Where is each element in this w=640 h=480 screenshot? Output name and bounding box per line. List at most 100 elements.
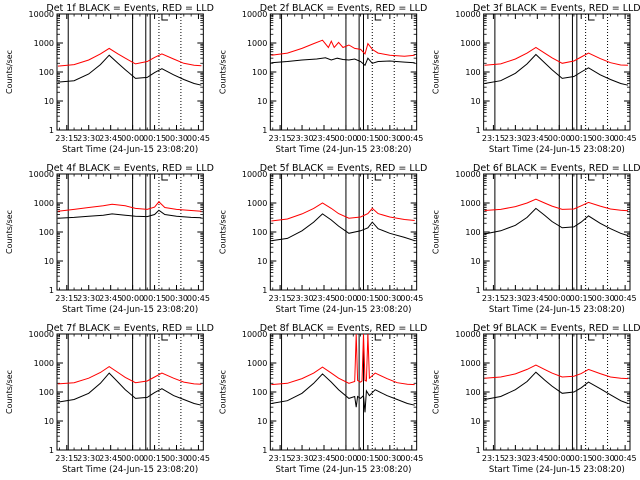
x-tick-label: 00:30 bbox=[378, 134, 401, 143]
x-tick-label: 23:15 bbox=[55, 134, 78, 143]
x-tick-label: 00:15 bbox=[356, 454, 379, 463]
x-tick-label: 00:30 bbox=[165, 454, 188, 463]
y-tick-label: 100 bbox=[465, 228, 480, 237]
x-tick-label: 23:45 bbox=[526, 454, 549, 463]
x-tick-label: 00:45 bbox=[614, 294, 637, 303]
y-tick-label: 1 bbox=[476, 126, 481, 135]
x-tick-label: 00:45 bbox=[187, 454, 210, 463]
panel-det-5: Det 5f BLACK = Events, RED = LLD Counts/s… bbox=[218, 163, 427, 315]
y-tick-label: 10 bbox=[44, 417, 54, 426]
x-tick-label: 00:30 bbox=[592, 454, 615, 463]
y-tick-label: 1000 bbox=[247, 359, 267, 368]
x-tick-label: 23:15 bbox=[269, 134, 292, 143]
y-tick-label: 1000 bbox=[460, 199, 480, 208]
series-line-events bbox=[57, 54, 202, 86]
series-line-lld bbox=[484, 198, 629, 212]
bracket-marker bbox=[588, 334, 595, 341]
x-axis-label: Start Time (24-Jun-15 23:08:20) bbox=[489, 305, 625, 315]
series-line-events bbox=[484, 207, 629, 237]
x-tick-label: 00:45 bbox=[187, 294, 210, 303]
y-tick-label: 10000 bbox=[29, 170, 54, 179]
series-line-events bbox=[57, 372, 202, 406]
y-axis-label: Counts/sec bbox=[5, 370, 14, 414]
series-line-lld bbox=[271, 334, 415, 386]
y-axis-label: Counts/sec bbox=[218, 370, 227, 414]
panel-title: Det 6f BLACK = Events, RED = LLD bbox=[473, 163, 640, 174]
panel-title: Det 7f BLACK = Events, RED = LLD bbox=[46, 323, 214, 334]
y-tick-label: 1 bbox=[49, 286, 54, 295]
x-tick-label: 00:45 bbox=[400, 454, 423, 463]
x-tick-label: 23:30 bbox=[504, 294, 527, 303]
x-tick-label: 00:00 bbox=[121, 454, 144, 463]
x-tick-label: 23:30 bbox=[77, 294, 100, 303]
y-tick-label: 100 bbox=[39, 228, 54, 237]
x-tick-label: 23:15 bbox=[482, 134, 505, 143]
bracket-marker bbox=[588, 14, 595, 21]
y-axis-label: Counts/sec bbox=[432, 370, 441, 414]
y-tick-label: 10 bbox=[470, 417, 480, 426]
series-line-events bbox=[271, 57, 415, 67]
y-axis-label: Counts/sec bbox=[432, 50, 441, 94]
y-tick-label: 10000 bbox=[455, 330, 480, 339]
y-tick-label: 100 bbox=[39, 68, 54, 77]
x-tick-label: 23:15 bbox=[55, 294, 78, 303]
x-tick-label: 23:45 bbox=[99, 134, 122, 143]
y-tick-label: 1000 bbox=[34, 39, 54, 48]
x-tick-label: 00:15 bbox=[143, 294, 166, 303]
panel-det-3: Det 3f BLACK = Events, RED = LLD Counts/s… bbox=[432, 3, 640, 155]
x-axis-label: Start Time (24-Jun-15 23:08:20) bbox=[62, 305, 198, 315]
x-tick-label: 00:00 bbox=[334, 454, 357, 463]
bracket-marker bbox=[374, 174, 382, 181]
x-tick-label: 00:30 bbox=[165, 294, 188, 303]
y-tick-label: 10000 bbox=[29, 10, 54, 19]
y-tick-label: 1 bbox=[49, 446, 54, 455]
x-tick-label: 23:30 bbox=[77, 454, 100, 463]
panel-title: Det 9f BLACK = Events, RED = LLD bbox=[473, 323, 640, 334]
x-tick-label: 23:30 bbox=[291, 294, 314, 303]
panel-title: Det 1f BLACK = Events, RED = LLD bbox=[46, 3, 214, 14]
x-tick-label: 00:30 bbox=[592, 294, 615, 303]
panel-det-1: Det 1f BLACK = Events, RED = LLD Counts/s… bbox=[5, 3, 214, 155]
x-tick-label: 23:15 bbox=[269, 294, 292, 303]
bracket-marker bbox=[161, 174, 168, 181]
panel-title: Det 2f BLACK = Events, RED = LLD bbox=[260, 3, 428, 14]
x-tick-label: 23:45 bbox=[99, 454, 122, 463]
x-tick-label: 23:45 bbox=[526, 134, 549, 143]
x-tick-label: 00:00 bbox=[548, 454, 571, 463]
x-tick-label: 23:45 bbox=[99, 294, 122, 303]
x-tick-label: 00:45 bbox=[614, 454, 637, 463]
y-axis-label: Counts/sec bbox=[432, 210, 441, 254]
x-axis-label: Start Time (24-Jun-15 23:08:20) bbox=[62, 465, 198, 475]
panel-det-7: Det 7f BLACK = Events, RED = LLD Counts/s… bbox=[5, 323, 214, 475]
panel-title: Det 5f BLACK = Events, RED = LLD bbox=[260, 163, 428, 174]
bracket-marker bbox=[374, 14, 382, 21]
y-tick-label: 10 bbox=[257, 417, 267, 426]
y-tick-label: 1000 bbox=[34, 199, 54, 208]
x-tick-label: 00:30 bbox=[165, 134, 188, 143]
x-tick-label: 00:15 bbox=[356, 134, 379, 143]
bracket-marker bbox=[588, 174, 595, 181]
panel-det-6: Det 6f BLACK = Events, RED = LLD Counts/s… bbox=[432, 163, 640, 315]
y-axis-label: Counts/sec bbox=[218, 50, 227, 94]
x-axis-label: Start Time (24-Jun-15 23:08:20) bbox=[275, 145, 411, 155]
x-tick-label: 23:45 bbox=[312, 134, 335, 143]
series-line-events bbox=[484, 371, 629, 404]
panel-det-9: Det 9f BLACK = Events, RED = LLD Counts/s… bbox=[432, 323, 640, 475]
y-tick-label: 10 bbox=[257, 97, 267, 106]
y-tick-label: 1 bbox=[262, 446, 267, 455]
y-axis-label: Counts/sec bbox=[218, 210, 227, 254]
y-tick-label: 1 bbox=[49, 126, 54, 135]
x-tick-label: 23:30 bbox=[77, 134, 100, 143]
y-tick-label: 1000 bbox=[34, 359, 54, 368]
y-axis-label: Counts/sec bbox=[5, 50, 14, 94]
y-tick-label: 1000 bbox=[247, 39, 267, 48]
panel-title: Det 4f BLACK = Events, RED = LLD bbox=[46, 163, 214, 174]
x-tick-label: 23:45 bbox=[312, 454, 335, 463]
x-tick-label: 00:00 bbox=[121, 134, 144, 143]
y-tick-label: 10 bbox=[44, 257, 54, 266]
x-tick-label: 00:00 bbox=[121, 294, 144, 303]
y-tick-label: 100 bbox=[465, 68, 480, 77]
x-tick-label: 23:15 bbox=[269, 454, 292, 463]
